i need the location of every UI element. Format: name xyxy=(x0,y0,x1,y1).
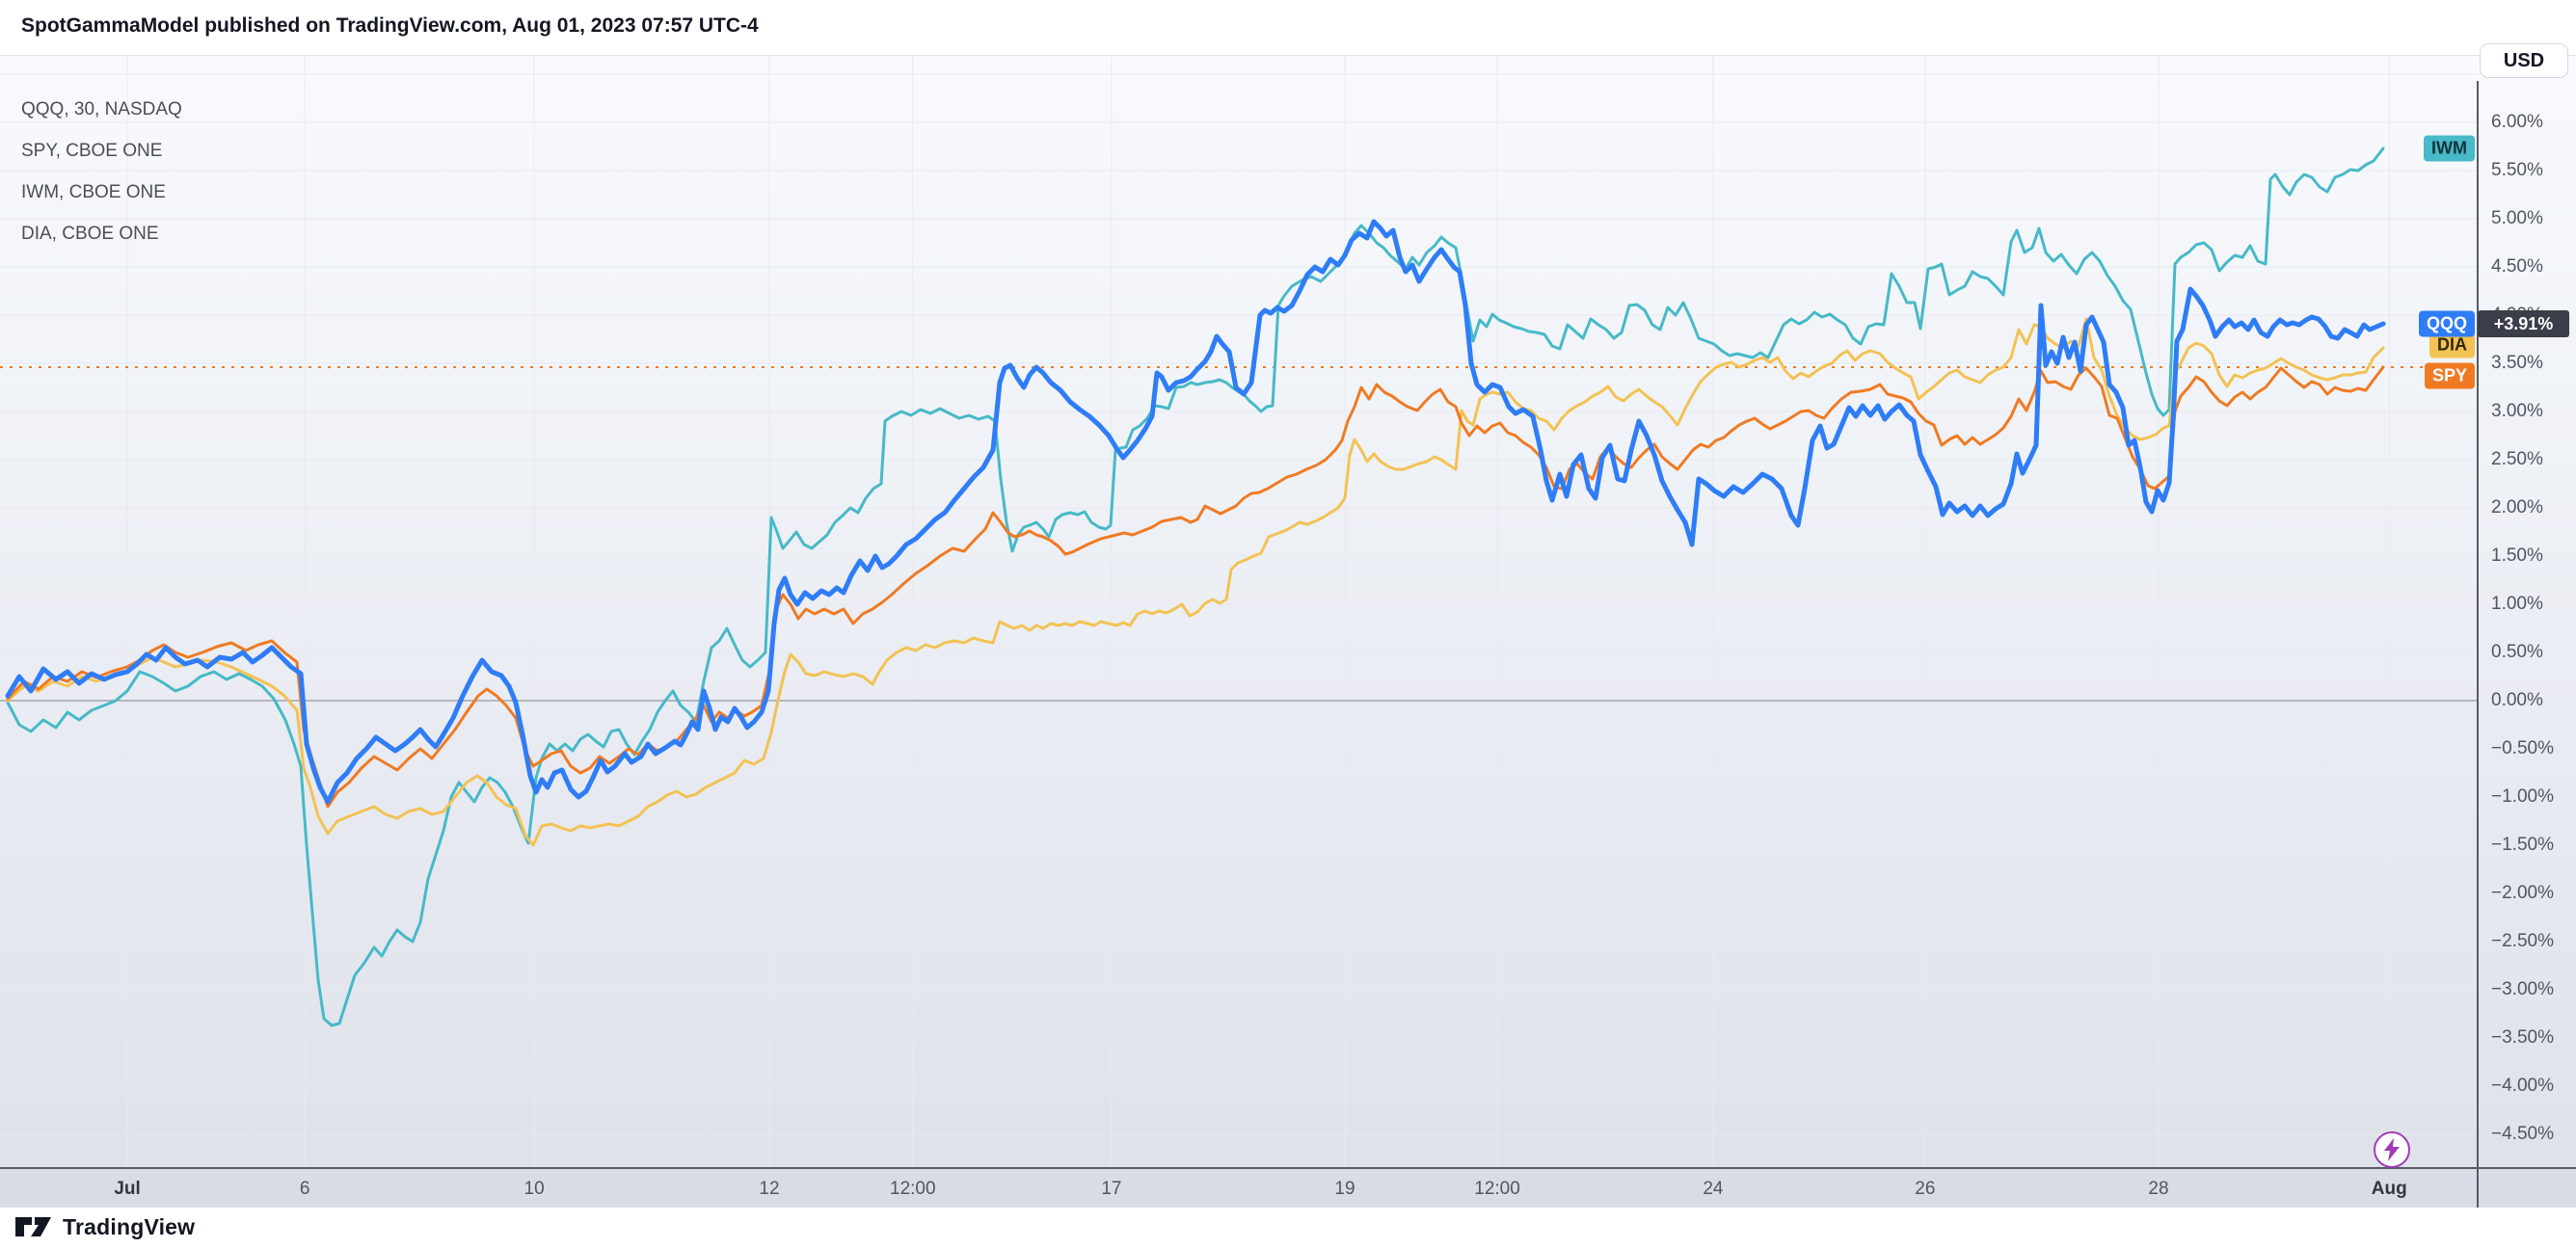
price-axis-label: −2.00% xyxy=(2491,883,2554,903)
price-axis-label: −4.00% xyxy=(2491,1076,2554,1096)
price-axis-label: −1.00% xyxy=(2491,786,2554,807)
price-axis-label: 4.00% xyxy=(2491,305,2543,325)
tradingview-logo-text: TradingView xyxy=(63,1213,196,1239)
publish-idea-button[interactable] xyxy=(2374,1131,2410,1168)
time-axis-label: Aug xyxy=(2371,1179,2407,1199)
price-axis-label: −3.00% xyxy=(2491,979,2554,999)
currency-toggle-button[interactable]: USD xyxy=(2480,43,2568,78)
price-axis-label: −4.50% xyxy=(2491,1124,2554,1144)
time-axis-label: 26 xyxy=(1915,1179,1936,1199)
time-axis-label: 12:00 xyxy=(1474,1179,1520,1199)
tradingview-logo-icon xyxy=(15,1217,51,1236)
price-axis[interactable]: 6.00% 5.50% 5.00% 4.50% 4.00% 3.50% 3.00% 2.50%… xyxy=(2478,55,2576,1208)
price-axis-label: 1.50% xyxy=(2491,545,2543,566)
price-axis-label: 0.00% xyxy=(2491,690,2543,710)
price-axis-label: −1.50% xyxy=(2491,835,2554,855)
price-axis-label: 0.50% xyxy=(2491,642,2543,662)
legend-item-main-symbol[interactable]: QQQ, 30, NASDAQ xyxy=(21,99,182,120)
chart-background xyxy=(0,55,2576,1208)
legend-item-compare-spy[interactable]: SPY, CBOE ONE xyxy=(21,141,163,161)
price-axis-label: 5.50% xyxy=(2491,160,2543,180)
series-line-qqq xyxy=(5,219,2386,805)
series-line-dia xyxy=(6,317,2385,847)
price-axis-label: −3.50% xyxy=(2491,1027,2554,1048)
symbol-legend: QQQ, 30, NASDAQ SPY, CBOE ONE IWM, CBOE … xyxy=(21,89,182,254)
price-axis-label: 2.50% xyxy=(2491,449,2543,469)
price-axis-label: 1.00% xyxy=(2491,594,2543,614)
price-axis-label: 3.00% xyxy=(2491,401,2543,421)
time-axis-label: 28 xyxy=(2148,1179,2169,1199)
time-axis[interactable]: Jul 6 10 12 12:00 17 19 12:00 24 26 28 Aug xyxy=(0,1170,2478,1208)
chart-header: SpotGammaModel published on TradingView.… xyxy=(0,0,2576,56)
price-axis-label: 4.50% xyxy=(2491,256,2543,277)
price-axis-label: 6.00% xyxy=(2491,112,2543,132)
price-axis-label: −0.50% xyxy=(2491,738,2554,758)
tradingview-logo[interactable]: TradingView xyxy=(14,1211,195,1242)
lightning-bolt-icon xyxy=(2384,1138,2400,1161)
page-title: SpotGammaModel published on TradingView.… xyxy=(21,14,759,37)
page-footer: TradingView xyxy=(0,1208,2576,1249)
time-axis-label: 17 xyxy=(1101,1179,1122,1199)
time-axis-label: 12:00 xyxy=(890,1179,936,1199)
time-axis-label: 24 xyxy=(1703,1179,1724,1199)
time-axis-label: 12 xyxy=(759,1179,780,1199)
price-axis-label: 3.50% xyxy=(2491,353,2543,373)
price-axis-label: −2.50% xyxy=(2491,931,2554,951)
time-axis-label: 6 xyxy=(299,1179,310,1199)
price-axis-label: 5.00% xyxy=(2491,208,2543,228)
time-axis-label: Jul xyxy=(114,1179,141,1199)
legend-item-compare-dia[interactable]: DIA, CBOE ONE xyxy=(21,224,159,244)
time-axis-label: 19 xyxy=(1334,1179,1355,1199)
time-axis-strip xyxy=(0,1168,2576,1208)
legend-item-compare-iwm[interactable]: IWM, CBOE ONE xyxy=(21,182,166,202)
series-line-iwm xyxy=(6,146,2385,1027)
series-line-spy xyxy=(6,365,2385,809)
price-axis-label: 2.00% xyxy=(2491,497,2543,518)
time-axis-label: 10 xyxy=(523,1179,545,1199)
